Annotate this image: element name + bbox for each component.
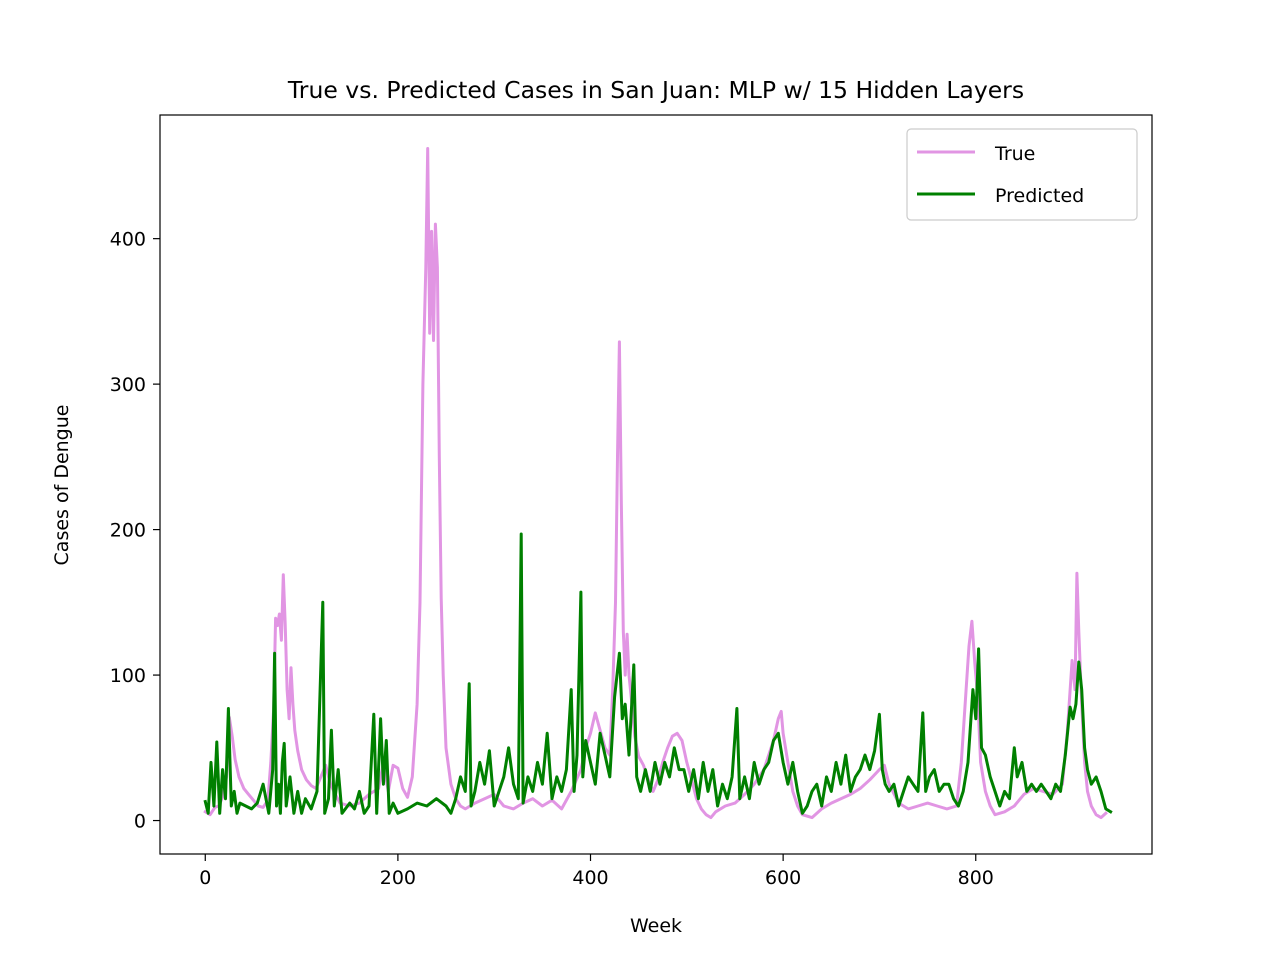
- legend: True Predicted: [906, 128, 1138, 221]
- x-tick-label: 200: [380, 867, 416, 889]
- x-tick-label: 600: [765, 867, 801, 889]
- x-axis-label: Week: [630, 915, 682, 937]
- chart-title: True vs. Predicted Cases in San Juan: ML…: [287, 76, 1024, 104]
- plot-frame: [159, 114, 1153, 855]
- y-axis-label: Cases of Dengue: [51, 405, 73, 566]
- y-tick-label: 200: [110, 520, 146, 542]
- plot-background: [160, 115, 1152, 854]
- x-axis: 0 200 400 600 800: [199, 854, 994, 889]
- y-tick-label: 100: [110, 665, 146, 687]
- x-tick-label: 0: [199, 867, 211, 889]
- series-layer: [203, 147, 1113, 820]
- x-tick-label: 800: [958, 867, 994, 889]
- x-tick-label: 400: [572, 867, 608, 889]
- y-tick-label: 400: [110, 229, 146, 251]
- plot-area: [159, 114, 1153, 855]
- y-tick-label: 300: [110, 374, 146, 396]
- legend-true-label: True: [994, 143, 1035, 165]
- series-line-predicted: [203, 532, 1113, 815]
- series-line-true: [203, 147, 1108, 820]
- y-tick-label: 0: [134, 811, 146, 833]
- legend-predicted-label: Predicted: [995, 185, 1084, 207]
- y-axis: 0 100 200 300 400: [110, 229, 160, 833]
